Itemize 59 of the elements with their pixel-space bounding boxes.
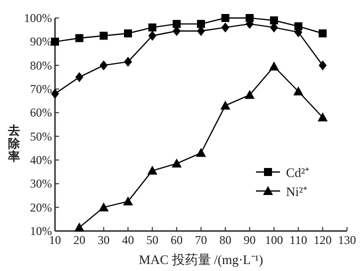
point <box>244 90 255 99</box>
x-tick-label: 110 <box>290 233 308 247</box>
y-tick-label: 10% <box>30 224 52 238</box>
x-tick-label: 90 <box>244 233 256 247</box>
y-tick-label: 60% <box>30 106 52 120</box>
point <box>318 60 327 70</box>
legend-label: Ni²⁺ <box>286 184 307 199</box>
point <box>74 222 84 232</box>
y-tick-label: 70% <box>30 82 52 96</box>
point <box>270 16 278 24</box>
x-tick-label: 60 <box>170 233 183 247</box>
legend-label: Cd²⁺ <box>286 165 310 180</box>
point <box>124 29 132 38</box>
x-axis-title: MAC 投药量 /(mg·L⁻¹) <box>138 252 264 267</box>
point <box>318 112 328 122</box>
point <box>147 166 158 175</box>
point <box>148 30 156 41</box>
y-tick-label: 80% <box>30 58 52 72</box>
x-tick-label: 120 <box>314 233 332 247</box>
point <box>148 23 156 32</box>
point <box>98 202 109 212</box>
point <box>123 196 133 206</box>
x-tick-label: 80 <box>219 233 232 247</box>
point <box>75 72 84 82</box>
x-tick-label: 10 <box>49 233 61 247</box>
point <box>220 100 230 110</box>
y-tick-label: 20% <box>30 200 52 214</box>
y-tick-label: 50% <box>30 129 52 144</box>
y-tick-label: 40% <box>30 153 52 167</box>
y-tick-label: 30% <box>30 176 52 191</box>
point <box>197 26 205 36</box>
point <box>221 22 230 32</box>
point <box>100 32 108 40</box>
x-tick-label: 50 <box>146 233 158 247</box>
point <box>172 26 181 36</box>
point <box>172 20 181 28</box>
point <box>172 158 182 168</box>
x-tick-label: 40 <box>122 233 134 247</box>
x-tick-label: 20 <box>73 233 86 247</box>
point <box>318 29 327 38</box>
point <box>51 88 59 99</box>
x-tick-label: 100 <box>265 233 283 247</box>
point <box>221 14 230 22</box>
point <box>75 34 84 42</box>
point <box>197 20 205 28</box>
y-tick-label: 90% <box>30 34 52 49</box>
point <box>246 14 254 22</box>
x-tick-label: 130 <box>338 233 356 247</box>
point <box>100 60 108 70</box>
point <box>51 38 59 46</box>
y-axis-title: 去除率 <box>7 124 21 164</box>
x-tick-label: 30 <box>98 233 110 247</box>
point <box>293 86 304 96</box>
point <box>196 148 206 157</box>
y-tick-label: 100% <box>24 11 52 25</box>
point <box>124 56 132 67</box>
point <box>294 22 302 30</box>
point <box>269 62 279 71</box>
x-tick-label: 70 <box>195 233 207 247</box>
